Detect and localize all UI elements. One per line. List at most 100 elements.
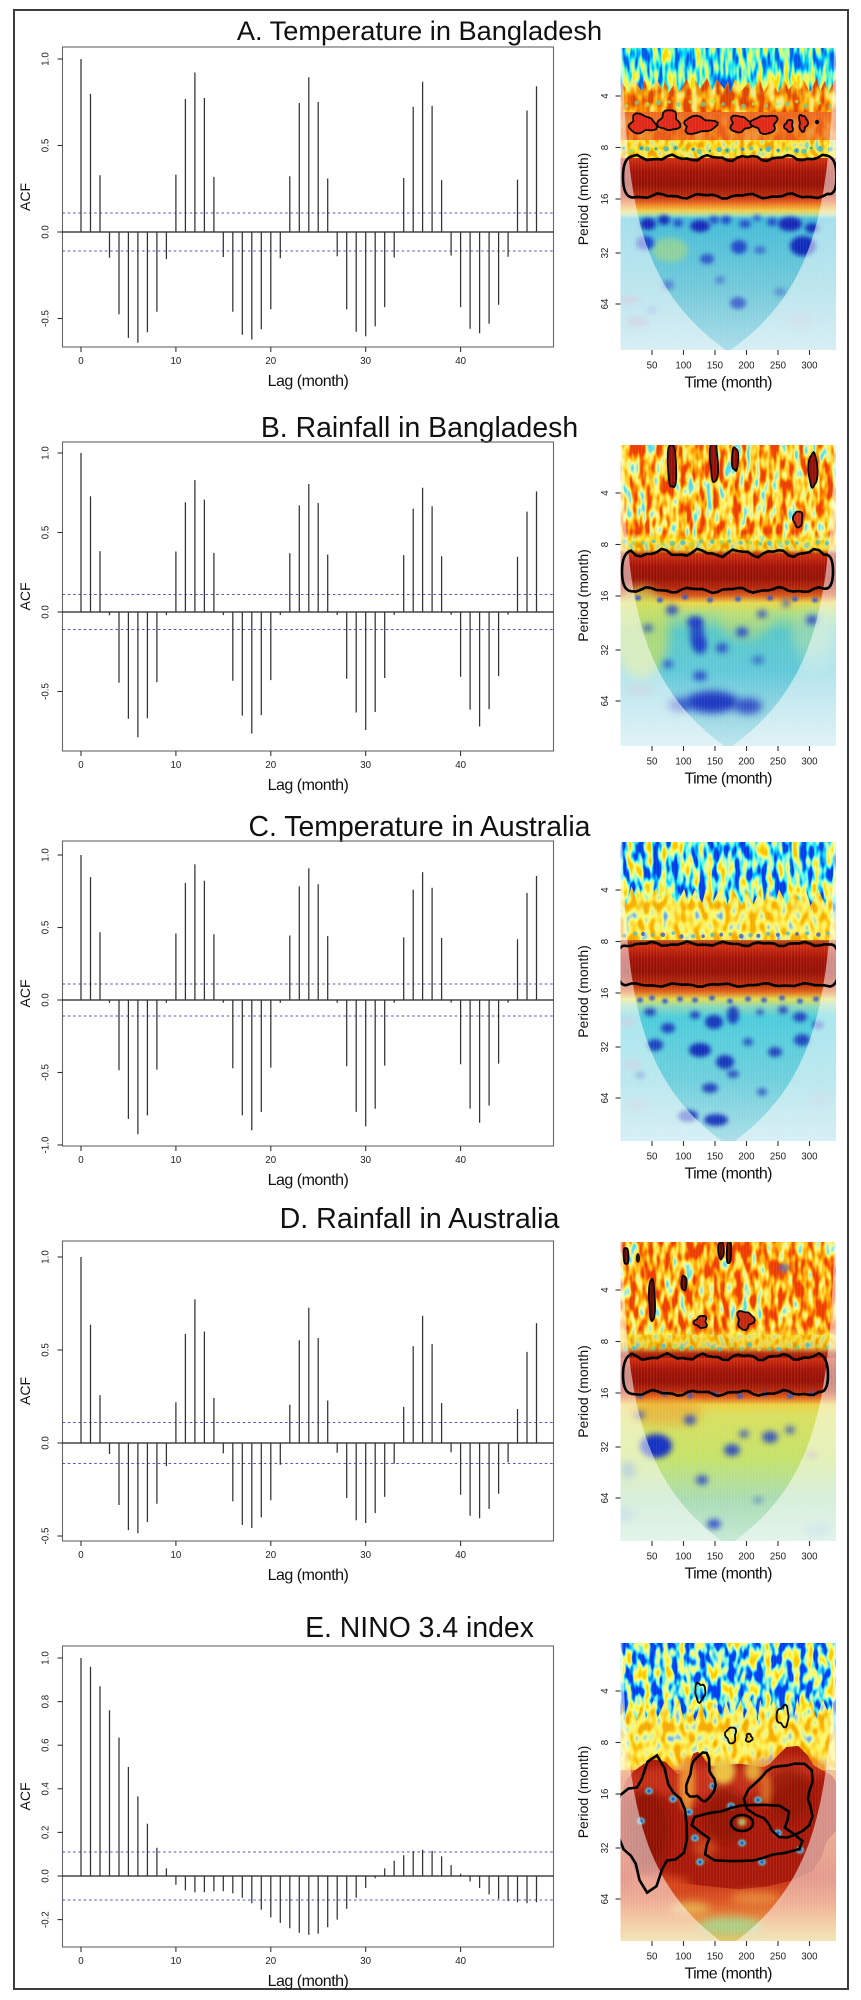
svg-text:200: 200 xyxy=(738,1952,755,1963)
svg-text:0: 0 xyxy=(78,1155,84,1166)
svg-text:10: 10 xyxy=(171,1550,182,1561)
svg-text:16: 16 xyxy=(600,194,611,205)
svg-text:Lag (month): Lag (month) xyxy=(268,1172,349,1189)
svg-text:32: 32 xyxy=(600,645,611,656)
svg-text:4: 4 xyxy=(600,93,611,99)
svg-text:Lag (month): Lag (month) xyxy=(268,1973,349,1990)
svg-text:300: 300 xyxy=(801,1152,818,1163)
svg-text:16: 16 xyxy=(600,591,611,602)
svg-text:250: 250 xyxy=(770,1952,787,1963)
svg-text:50: 50 xyxy=(647,361,658,372)
svg-text:4: 4 xyxy=(600,1688,611,1694)
svg-text:16: 16 xyxy=(600,1388,611,1399)
svg-text:ACF: ACF xyxy=(17,183,33,211)
svg-text:64: 64 xyxy=(600,1092,611,1103)
svg-text:4: 4 xyxy=(600,1287,611,1293)
svg-text:100: 100 xyxy=(675,1552,692,1563)
svg-text:200: 200 xyxy=(738,1552,755,1563)
svg-text:-0.5: -0.5 xyxy=(41,1064,52,1081)
svg-text:0.0: 0.0 xyxy=(41,225,52,239)
svg-text:8: 8 xyxy=(600,542,611,547)
svg-text:100: 100 xyxy=(675,757,692,768)
svg-text:Time (month): Time (month) xyxy=(685,1566,773,1583)
svg-text:40: 40 xyxy=(455,1155,466,1166)
svg-text:16: 16 xyxy=(600,988,611,999)
svg-text:1.0: 1.0 xyxy=(41,848,52,862)
svg-text:64: 64 xyxy=(600,695,611,706)
svg-text:E. NINO 3.4 index: E. NINO 3.4 index xyxy=(305,1612,534,1644)
svg-text:A. Temperature in Bangladesh: A. Temperature in Bangladesh xyxy=(237,15,602,46)
svg-text:300: 300 xyxy=(801,1952,818,1963)
svg-text:20: 20 xyxy=(265,356,276,367)
svg-text:0: 0 xyxy=(78,1956,84,1967)
svg-text:250: 250 xyxy=(770,1552,787,1563)
svg-text:0.6: 0.6 xyxy=(41,1738,52,1751)
svg-text:16: 16 xyxy=(600,1789,611,1800)
svg-text:30: 30 xyxy=(360,356,371,367)
svg-text:0.5: 0.5 xyxy=(41,526,52,539)
svg-text:40: 40 xyxy=(455,356,466,367)
svg-text:ACF: ACF xyxy=(17,1377,33,1405)
svg-text:30: 30 xyxy=(360,1956,371,1967)
svg-text:-0.5: -0.5 xyxy=(41,310,52,327)
svg-text:Lag (month): Lag (month) xyxy=(268,373,349,390)
svg-text:Period (month): Period (month) xyxy=(575,549,591,642)
svg-text:300: 300 xyxy=(801,1552,818,1563)
svg-text:Time (month): Time (month) xyxy=(685,771,773,788)
svg-text:250: 250 xyxy=(770,1152,787,1163)
svg-text:8: 8 xyxy=(600,1740,611,1745)
svg-text:ACF: ACF xyxy=(17,1783,33,1811)
svg-text:0.0: 0.0 xyxy=(41,1436,52,1450)
svg-text:10: 10 xyxy=(171,1956,182,1967)
svg-text:30: 30 xyxy=(360,1155,371,1166)
svg-text:250: 250 xyxy=(770,361,787,372)
svg-text:C. Temperature in Australia: C. Temperature in Australia xyxy=(249,811,591,843)
svg-text:Period (month): Period (month) xyxy=(575,945,591,1038)
svg-text:0.0: 0.0 xyxy=(41,1869,52,1883)
svg-text:150: 150 xyxy=(707,1552,724,1563)
svg-text:ACF: ACF xyxy=(17,980,33,1008)
svg-text:0: 0 xyxy=(78,356,84,367)
svg-text:50: 50 xyxy=(647,1552,658,1563)
svg-text:150: 150 xyxy=(707,757,724,768)
svg-text:0.5: 0.5 xyxy=(41,921,52,934)
svg-text:0.4: 0.4 xyxy=(41,1781,52,1795)
svg-text:250: 250 xyxy=(770,757,787,768)
svg-text:32: 32 xyxy=(600,1042,611,1053)
svg-text:1.0: 1.0 xyxy=(41,1651,52,1665)
svg-text:50: 50 xyxy=(647,1952,658,1963)
svg-text:50: 50 xyxy=(647,1152,658,1163)
svg-text:40: 40 xyxy=(455,1550,466,1561)
svg-text:0.8: 0.8 xyxy=(41,1695,52,1708)
svg-text:20: 20 xyxy=(265,760,276,771)
svg-text:Time (month): Time (month) xyxy=(685,1166,773,1183)
svg-text:40: 40 xyxy=(455,1956,466,1967)
svg-text:B. Rainfall in Bangladesh: B. Rainfall in Bangladesh xyxy=(261,412,578,444)
svg-text:20: 20 xyxy=(265,1155,276,1166)
svg-text:30: 30 xyxy=(360,1550,371,1561)
svg-text:4: 4 xyxy=(600,490,611,496)
svg-text:D. Rainfall in Australia: D. Rainfall in Australia xyxy=(280,1203,560,1235)
svg-text:0: 0 xyxy=(78,760,84,771)
svg-text:1.0: 1.0 xyxy=(41,446,52,460)
svg-text:Lag (month): Lag (month) xyxy=(268,1567,349,1584)
svg-text:0.0: 0.0 xyxy=(41,993,52,1007)
svg-text:10: 10 xyxy=(171,356,182,367)
svg-text:64: 64 xyxy=(600,1893,611,1904)
svg-text:200: 200 xyxy=(738,757,755,768)
svg-text:32: 32 xyxy=(600,1442,611,1453)
svg-text:32: 32 xyxy=(600,1843,611,1854)
svg-text:Lag (month): Lag (month) xyxy=(268,777,349,794)
svg-text:10: 10 xyxy=(171,760,182,771)
svg-text:1.0: 1.0 xyxy=(41,1250,52,1264)
svg-text:Period (month): Period (month) xyxy=(575,1746,591,1839)
svg-text:0.5: 0.5 xyxy=(41,1343,52,1356)
svg-text:32: 32 xyxy=(600,248,611,259)
svg-text:64: 64 xyxy=(600,1492,611,1503)
svg-text:ACF: ACF xyxy=(17,583,33,611)
svg-text:8: 8 xyxy=(600,1339,611,1344)
svg-text:20: 20 xyxy=(265,1550,276,1561)
svg-text:100: 100 xyxy=(675,361,692,372)
svg-text:4: 4 xyxy=(600,887,611,893)
svg-text:40: 40 xyxy=(455,760,466,771)
